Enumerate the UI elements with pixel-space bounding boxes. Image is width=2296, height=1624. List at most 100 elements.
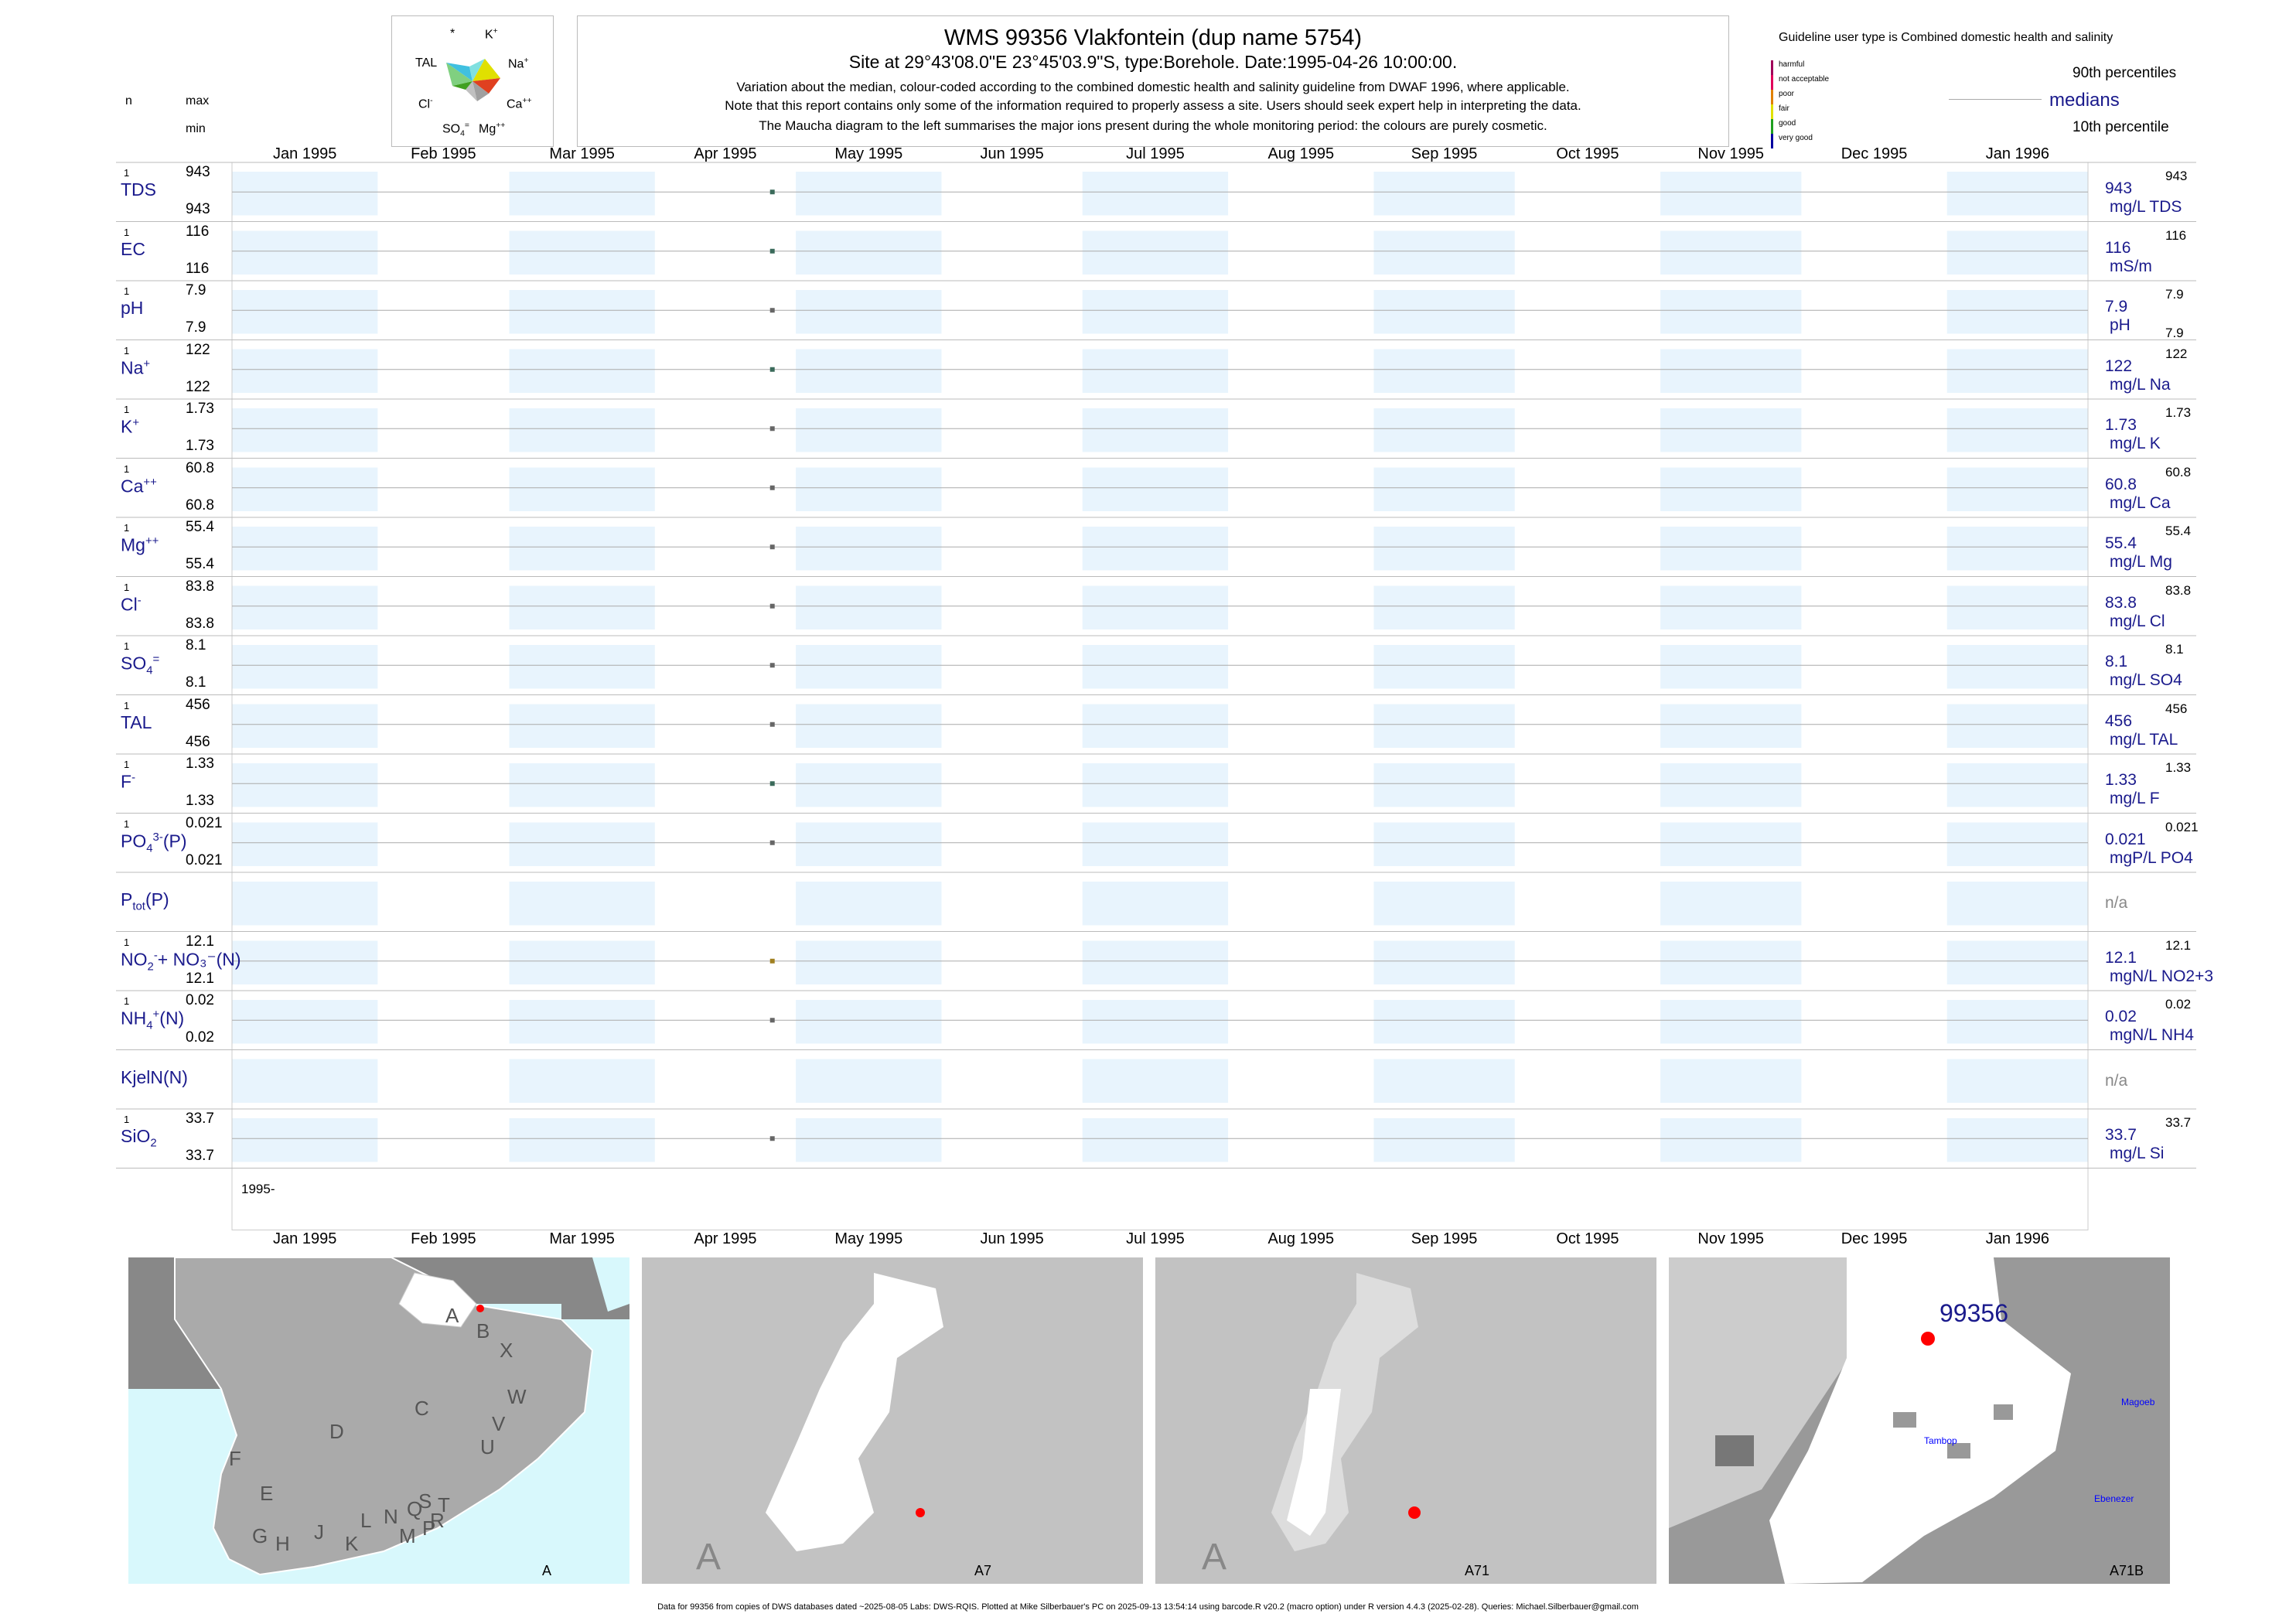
row-median: 456	[2105, 711, 2133, 730]
row-unit: mg/L Mg	[2110, 553, 2172, 571]
legend-median-line	[1949, 99, 2042, 100]
row-p90: 456	[2165, 701, 2188, 716]
month-shade	[1660, 527, 1802, 571]
month-shade	[1082, 704, 1229, 748]
maucha-so4: SO4=	[442, 121, 469, 138]
row-median: 122	[2105, 357, 2133, 375]
month-shade	[509, 230, 655, 275]
month-shade	[232, 230, 378, 275]
month-shade	[232, 940, 378, 984]
map-a-region-letter: P	[422, 1517, 436, 1540]
month-shade	[1946, 1059, 2088, 1103]
map-a-region-letter: M	[399, 1524, 416, 1547]
month-shade	[1660, 467, 1802, 511]
map-a-region-letter: V	[492, 1412, 506, 1435]
month-shade	[796, 408, 942, 452]
month-shade	[1660, 585, 1802, 629]
month-tick-label: Jul 1995	[1126, 1230, 1185, 1247]
month-shade	[509, 763, 655, 807]
month-tick-label: Dec 1995	[1841, 145, 1908, 162]
page-title: WMS 99356 Vlakfontein (dup name 5754)	[943, 26, 1363, 50]
month-shade	[1082, 349, 1229, 393]
month-shade	[1373, 1059, 1515, 1103]
row-unit: mg/L Ca	[2110, 493, 2171, 512]
map-a-region-letter: B	[476, 1319, 490, 1343]
row-max: 943	[186, 164, 210, 180]
map-a-region-letter: A	[445, 1304, 459, 1327]
row-min: 456	[186, 733, 210, 750]
map-a-region-letter: Q	[407, 1497, 423, 1520]
note-line-2: Note that this report contains only some…	[725, 98, 1581, 113]
row-n: 1	[124, 581, 130, 593]
month-tick-label: Apr 1995	[694, 1230, 756, 1247]
month-shade	[1946, 822, 2088, 866]
data-point	[769, 722, 775, 727]
legend-class-label: good	[1779, 119, 1796, 128]
month-shade	[1082, 940, 1229, 984]
map-a71b-site: 99356	[1939, 1299, 2008, 1327]
month-shade	[1373, 1118, 1515, 1162]
month-shade	[1373, 704, 1515, 748]
month-shade	[1082, 763, 1229, 807]
month-shade	[1082, 882, 1229, 926]
row-p90: 83.8	[2165, 582, 2192, 598]
month-shade	[232, 1000, 378, 1044]
row-median: 1.73	[2105, 416, 2137, 434]
month-shade	[1373, 467, 1515, 511]
note-line-1: Variation about the median, colour-coded…	[736, 80, 1570, 94]
map-a71b-town-1: Magoeb	[2121, 1397, 2155, 1407]
month-shade	[1660, 230, 1802, 275]
map-a-region-letter: D	[329, 1420, 344, 1443]
row-max: 122	[186, 341, 210, 358]
row-max: 1.33	[186, 756, 214, 772]
month-shade	[1082, 645, 1229, 689]
map-a-region-letter: G	[252, 1524, 268, 1547]
month-shade	[1082, 1000, 1229, 1044]
month-tick-label: Feb 1995	[411, 1230, 476, 1247]
header-n: n	[125, 94, 132, 107]
row-max: 7.9	[186, 282, 206, 299]
month-tick-label: Nov 1995	[1697, 145, 1764, 162]
month-shade	[796, 1059, 942, 1103]
chart-area: Jan 1995 Jan 1995 Feb 1995 Feb 1995 Mar 1995…	[116, 145, 2196, 1247]
data-point	[769, 485, 775, 490]
month-tick-label: Jun 1995	[980, 1230, 1043, 1247]
month-tick-label: Jul 1995	[1126, 145, 1185, 162]
map-a-region-letter: L	[360, 1509, 372, 1532]
map-a-region-letter: U	[480, 1435, 495, 1459]
row-min: 33.7	[186, 1148, 214, 1164]
month-shade	[509, 527, 655, 571]
month-shade	[1373, 1000, 1515, 1044]
month-tick-label: Nov 1995	[1697, 1230, 1764, 1247]
map-a-label: A	[542, 1563, 552, 1578]
row-unit: mg/L Cl	[2110, 612, 2165, 630]
row-unit: mgN/L NH4	[2110, 1026, 2194, 1044]
row-n: 1	[124, 699, 130, 711]
month-shade	[1373, 290, 1515, 334]
month-shade	[1946, 940, 2088, 984]
row-median: n/a	[2105, 1071, 2128, 1090]
month-shade	[796, 527, 942, 571]
row-median: 7.9	[2105, 298, 2128, 316]
map-a7-shape	[642, 1257, 1143, 1584]
data-point	[769, 1018, 775, 1023]
data-point	[769, 308, 775, 313]
parameter-label: Na+	[121, 357, 151, 378]
maucha-k: K+	[485, 27, 498, 42]
parameter-label: pH	[121, 298, 144, 318]
legend-class-label: not acceptable	[1779, 75, 1830, 84]
month-shade	[796, 172, 942, 216]
row-n: 1	[124, 404, 130, 415]
month-shade	[509, 467, 655, 511]
month-shade	[1660, 349, 1802, 393]
row-median: 83.8	[2105, 593, 2137, 612]
row-max: 55.4	[186, 519, 214, 535]
month-shade	[796, 940, 942, 984]
row-p90: 55.4	[2165, 524, 2192, 538]
parameter-label: TDS	[121, 179, 156, 200]
row-unit: mS/m	[2110, 257, 2152, 275]
note-line-3: The Maucha diagram to the left summarise…	[759, 118, 1547, 133]
month-shade	[232, 172, 378, 216]
month-shade	[509, 940, 655, 984]
